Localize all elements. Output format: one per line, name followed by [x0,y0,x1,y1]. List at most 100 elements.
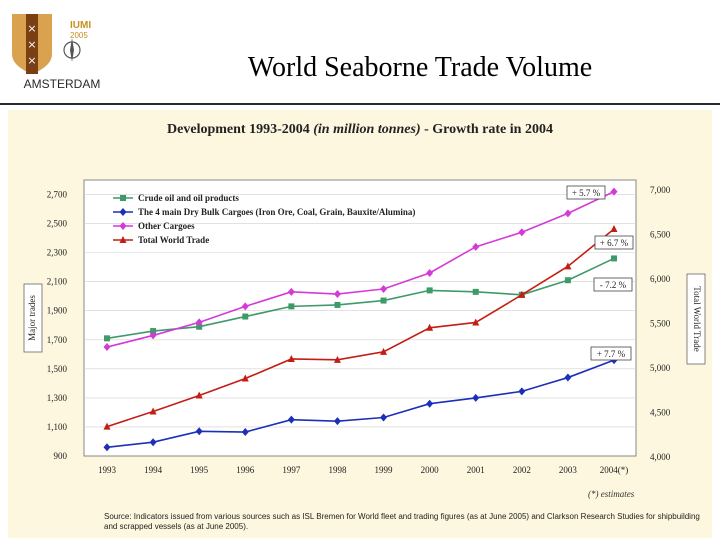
left-tick-label: 1,100 [47,422,68,432]
data-point [334,301,341,308]
data-point [564,373,572,382]
data-point [288,303,295,310]
x-tick-label: 2000 [421,465,440,475]
right-tick-label: 4,000 [650,452,671,462]
svg-text:×: × [27,38,36,51]
data-point [564,277,571,284]
legend-label: The 4 main Dry Bulk Cargoes (Iron Ore, C… [138,207,415,217]
data-point [380,347,388,355]
chart-title: Development 1993-2004 (in million tonnes… [0,122,720,138]
data-point [426,287,433,294]
iumi-amsterdam-logo: × × × IUMI 2005 AMSTERDAM [12,14,101,90]
x-tick-label: 2001 [467,465,485,475]
right-axis-label: Total World Trade [692,286,702,351]
data-point [472,318,480,326]
series-line-1 [106,359,615,449]
logo-badge-line2: 2005 [70,31,88,40]
x-tick-label: 2002 [513,465,531,475]
x-tick-label: 1999 [375,465,394,475]
x-tick-label: 2004(*) [600,465,629,475]
series-line-3 [106,228,615,428]
data-point [103,443,111,452]
data-point [241,428,249,437]
right-tick-label: 6,000 [650,274,671,284]
data-point [103,343,111,352]
growth-annotation-box [590,346,632,361]
x-tick-label: 2003 [559,465,578,475]
plot-area [83,179,637,457]
chart-title-unit: (in million tonnes) [313,122,421,137]
data-point [380,297,387,304]
growth-annotation-box [566,185,606,200]
data-point [195,318,203,327]
source-note: Source: Indicators issued from various s… [104,512,700,531]
series-line-0 [106,257,615,340]
data-point [380,284,388,293]
growth-annotation: + 7.7 % [597,349,626,359]
data-point [472,393,480,402]
data-point [611,255,617,262]
x-tick-label: 1993 [98,465,117,475]
series-line-2 [106,190,615,348]
left-tick-label: 1,300 [47,393,68,403]
data-point [287,354,295,362]
data-point [518,290,526,298]
right-tick-label: 4,500 [650,407,671,417]
left-tick-label: 2,100 [47,277,68,287]
data-point [472,242,480,251]
data-point [610,224,618,232]
right-tick-label: 6,500 [650,229,671,239]
data-point [104,335,110,342]
left-tick-label: 1,500 [47,364,68,374]
right-tick-label: 7,000 [650,185,671,195]
data-point [426,323,434,331]
data-point [610,187,618,196]
data-point [103,422,111,430]
logo-text: AMSTERDAM [24,77,101,90]
chart-title-rest: - Growth rate in 2004 [424,122,553,137]
data-point [149,331,157,340]
data-point [426,268,434,277]
logo-badge-line1: IUMI [70,20,91,31]
data-point [287,415,295,424]
left-axis-label-box [23,283,43,353]
x-tick-label: 1994 [144,465,163,475]
estimates-footnote: (*) estimates [588,489,635,499]
logo-band [26,14,38,74]
data-point [333,355,341,363]
x-tick-label: 1996 [236,465,255,475]
data-point [564,209,572,218]
growth-annotation: - 7.2 % [600,280,627,290]
left-axis-label: Major trades [27,295,37,341]
growth-annotation-box [594,235,634,250]
data-point [149,438,157,447]
data-point [518,387,526,396]
left-tick-label: 2,700 [47,190,68,200]
data-point [426,399,434,408]
data-point [150,328,157,335]
data-point [242,313,249,320]
data-point [380,413,388,422]
left-tick-label: 900 [54,451,68,461]
legend-label: Other Cargoes [138,221,195,231]
growth-annotation: + 6.7 % [600,238,629,248]
title-divider [0,103,720,105]
data-point [333,290,341,299]
x-tick-label: 1995 [190,465,209,475]
x-tick-label: 1997 [282,465,301,475]
left-tick-label: 2,500 [47,219,68,229]
left-tick-label: 1,900 [47,306,68,316]
slide-title: World Seaborne Trade Volume [247,52,593,83]
data-point [472,288,479,295]
left-tick-label: 2,300 [47,248,68,258]
legend-marker [119,222,127,230]
legend-label: Total World Trade [138,235,209,245]
legend-marker [120,195,126,201]
data-point [241,374,249,382]
svg-text:×: × [27,22,36,35]
data-point [241,302,249,311]
legend-label: Crude oil and oil products [138,193,239,203]
legend-marker [119,208,127,216]
svg-text:×: × [27,54,36,67]
data-point [333,417,341,426]
